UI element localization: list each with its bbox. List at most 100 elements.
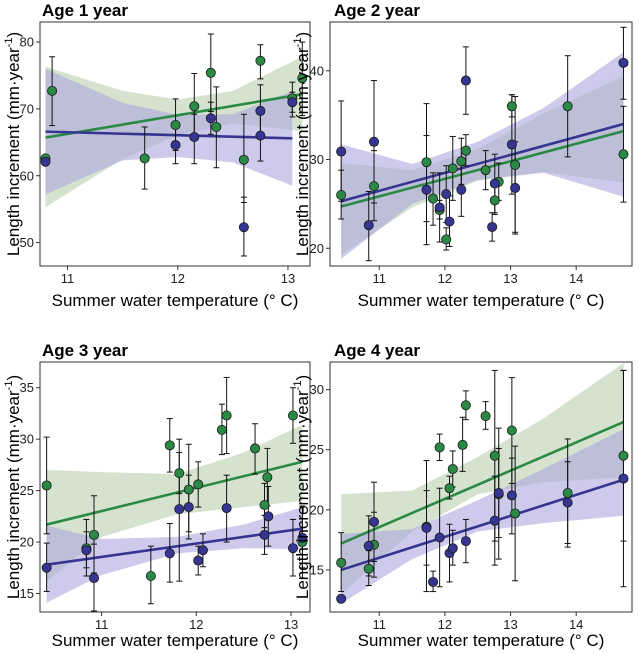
data-point-blue <box>297 532 308 543</box>
x-tick-label: 13 <box>284 617 298 632</box>
fit-line-green <box>46 460 303 526</box>
y-axis-label: Length increment (mm·year-1) <box>292 32 312 256</box>
y-tick-label: 60 <box>20 168 34 183</box>
data-point-green <box>363 563 374 574</box>
data-point-green <box>562 101 573 112</box>
data-point-green <box>562 488 573 499</box>
data-point-green <box>41 480 52 491</box>
y-tick-label: 30 <box>310 152 324 167</box>
x-axis-label: Summer water temperature (° C) <box>52 631 299 650</box>
x-label-text: Summer water temperature ( <box>358 291 576 310</box>
panel-title: Age 2 year <box>334 1 420 20</box>
data-point-blue <box>89 573 100 584</box>
plot-content <box>336 363 629 604</box>
data-point-blue <box>434 202 445 213</box>
y-label-text: Length increment (mm·year <box>4 47 23 256</box>
data-point-green <box>444 483 455 494</box>
data-point-blue <box>81 545 92 556</box>
y-label-text: Length increment (mm·year <box>293 390 312 599</box>
fit-line-blue <box>45 130 293 140</box>
y-tick-label: 20 <box>310 241 324 256</box>
y-tick-label: 30 <box>310 382 324 397</box>
data-point-green <box>441 234 452 245</box>
x-tick-label: 12 <box>438 617 452 632</box>
y-tick-label: 15 <box>310 562 324 577</box>
x-tick-label: 12 <box>438 271 452 286</box>
data-point-green <box>506 101 517 112</box>
data-point-blue <box>447 543 458 554</box>
data-point-green <box>238 154 249 165</box>
x-tick-label: 13 <box>281 271 295 286</box>
data-point-green <box>368 181 379 192</box>
y-label-superscript: -1 <box>292 381 304 391</box>
data-point-green <box>510 508 521 519</box>
y-tick-label: 35 <box>20 380 34 395</box>
data-point-blue <box>506 490 517 501</box>
x-label-unit: ° C) <box>269 631 298 650</box>
data-point-green <box>250 443 261 454</box>
plot-frame <box>39 361 311 613</box>
data-point-green <box>183 484 194 495</box>
data-point-green <box>259 500 270 511</box>
fit-line-blue <box>340 122 624 203</box>
x-axis-label: Summer water temperature (° C) <box>358 631 605 650</box>
confidence-band-green <box>341 363 624 594</box>
x-tick-label: 13 <box>503 617 517 632</box>
data-point-blue <box>336 593 347 604</box>
data-point-green <box>221 410 232 421</box>
data-point-blue <box>444 216 455 227</box>
data-point-blue <box>221 503 232 514</box>
x-label-unit: ° C) <box>575 631 604 650</box>
data-point-blue <box>368 136 379 147</box>
data-point-blue <box>238 222 249 233</box>
panel-title: Age 4 year <box>334 341 420 360</box>
plot-frame <box>39 21 311 267</box>
data-point-blue <box>618 473 629 484</box>
data-point-green <box>460 145 471 156</box>
data-point-blue <box>460 536 471 547</box>
plot-frame <box>329 21 633 267</box>
data-point-green <box>428 193 439 204</box>
data-point-green <box>164 440 175 451</box>
data-point-green <box>618 149 629 160</box>
data-point-green <box>460 400 471 411</box>
data-point-green <box>421 157 432 168</box>
data-point-blue <box>189 131 200 142</box>
plot-content <box>336 26 629 262</box>
data-point-blue <box>421 184 432 195</box>
confidence-band-green <box>46 424 303 582</box>
data-point-green <box>211 121 222 132</box>
panel-age-4: Age 4 year Length increment (mm·year-1) … <box>292 341 633 650</box>
y-axis-label: Length increment (mm·year-1) <box>292 375 312 599</box>
data-point-green <box>47 85 58 96</box>
fit-line-green <box>340 420 624 545</box>
data-point-blue <box>506 139 517 150</box>
data-point-blue <box>510 182 521 193</box>
data-point-green <box>189 101 200 112</box>
confidence-band-blue <box>46 507 303 603</box>
plot-frame <box>329 361 633 613</box>
data-point-green <box>216 424 227 435</box>
data-point-blue <box>363 540 374 551</box>
data-point-blue <box>441 189 452 200</box>
data-point-green <box>489 450 500 461</box>
panel-age-3: Age 3 year Length increment (mm·year-1) … <box>3 341 311 650</box>
data-point-blue <box>456 184 467 195</box>
data-point-green <box>193 479 204 490</box>
x-label-text: Summer water temperature ( <box>358 631 576 650</box>
data-point-blue <box>255 105 266 116</box>
y-label-close: ) <box>293 32 312 38</box>
y-axis-label: Length increment (mm·year-1) <box>3 375 23 599</box>
y-label-text: Length increment (mm·year <box>293 47 312 256</box>
panel-age-1: Age 1 year Length increment (mm·year-1) … <box>3 1 311 310</box>
data-point-green <box>506 425 517 436</box>
x-tick-label: 11 <box>95 617 109 632</box>
x-label-unit: ° C) <box>269 291 298 310</box>
data-point-blue <box>562 497 573 508</box>
x-tick-label: 12 <box>171 271 185 286</box>
x-tick-label: 11 <box>61 271 75 286</box>
x-tick-label: 11 <box>372 617 386 632</box>
data-point-blue <box>489 515 500 526</box>
y-tick-label: 70 <box>20 101 34 116</box>
